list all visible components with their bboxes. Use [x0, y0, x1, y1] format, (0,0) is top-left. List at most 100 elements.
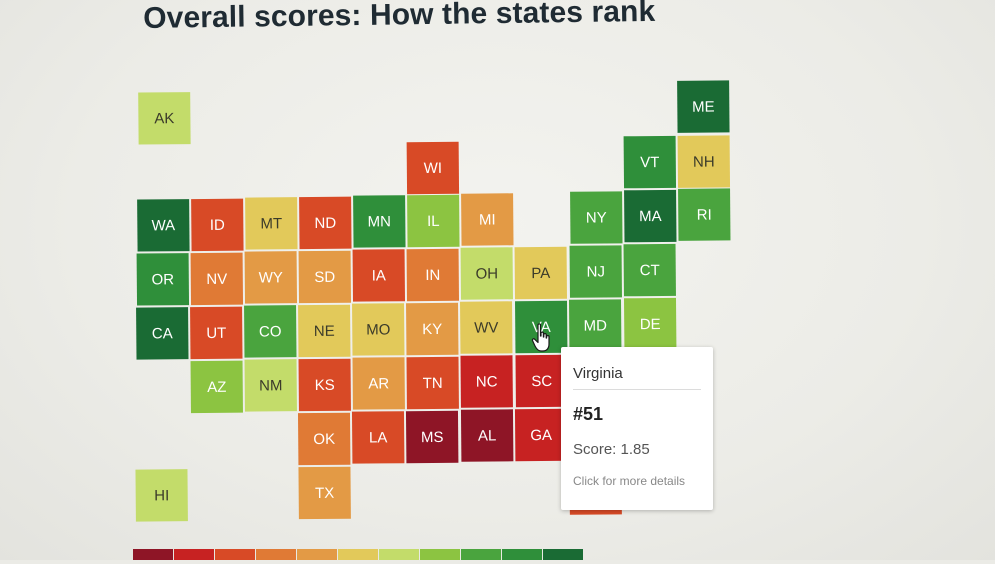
state-tile-tx[interactable]: TX: [298, 466, 351, 520]
state-tile-nh[interactable]: NH: [677, 135, 731, 188]
state-tile-label: OH: [475, 264, 499, 283]
state-tile-label: NJ: [586, 262, 606, 281]
state-tile-label: ID: [209, 216, 225, 234]
state-tile-label: NC: [475, 372, 498, 391]
state-tile-label: AK: [154, 109, 175, 127]
legend-swatch: [420, 549, 460, 560]
state-tile-ut[interactable]: UT: [190, 306, 243, 360]
state-tile-label: RI: [696, 206, 712, 224]
state-tile-label: NE: [313, 322, 335, 340]
state-tile-label: MN: [367, 212, 392, 231]
state-tile-label: WA: [151, 216, 176, 234]
state-tile-label: ND: [314, 214, 337, 232]
state-tile-wy[interactable]: WY: [244, 251, 298, 304]
state-tile-co[interactable]: CO: [244, 305, 297, 358]
state-tile-label: TX: [315, 484, 335, 502]
state-tile-nd[interactable]: ND: [299, 196, 352, 250]
color-scale-legend: [133, 549, 584, 560]
state-tile-label: AZ: [207, 378, 227, 396]
state-tile-ca[interactable]: CA: [136, 307, 189, 360]
legend-swatch: [215, 549, 255, 560]
state-tile-nj[interactable]: NJ: [569, 245, 622, 298]
state-tile-mi[interactable]: MI: [461, 193, 514, 246]
legend-swatch: [379, 549, 419, 560]
tooltip-rank: #51: [573, 404, 604, 424]
state-tile-sd[interactable]: SD: [298, 250, 352, 304]
state-tile-nv[interactable]: NV: [190, 252, 244, 306]
state-tile-label: SC: [531, 372, 553, 390]
tooltip-details-link[interactable]: Click for more details: [573, 474, 686, 488]
legend-swatch: [461, 549, 501, 560]
state-tile-label: NM: [258, 376, 283, 394]
state-tile-in[interactable]: IN: [406, 248, 460, 302]
state-tile-oh[interactable]: OH: [460, 247, 513, 300]
state-tile-mn[interactable]: MN: [353, 195, 406, 248]
state-tile-ar[interactable]: AR: [352, 357, 405, 410]
state-tile-label: MA: [638, 207, 662, 225]
state-tile-label: UT: [206, 324, 227, 342]
state-tile-label: NY: [585, 208, 607, 227]
state-tile-label: ME: [691, 98, 715, 116]
state-tile-la[interactable]: LA: [351, 411, 405, 464]
state-tile-label: WI: [423, 159, 443, 177]
state-tile-hi[interactable]: HI: [135, 469, 188, 522]
state-tile-label: MD: [583, 316, 607, 335]
state-tile-wa[interactable]: WA: [137, 199, 190, 252]
state-tile-label: WV: [474, 318, 499, 337]
state-tile-or[interactable]: OR: [136, 253, 190, 306]
state-tile-vt[interactable]: VT: [623, 135, 677, 189]
state-tile-label: NH: [692, 153, 715, 171]
state-tile-ma[interactable]: MA: [624, 189, 677, 243]
state-tile-de[interactable]: DE: [623, 297, 677, 351]
state-tile-az[interactable]: AZ: [190, 360, 243, 414]
state-tile-me[interactable]: ME: [677, 80, 730, 133]
state-tile-mo[interactable]: MO: [352, 303, 405, 356]
state-tile-ia[interactable]: IA: [352, 249, 406, 302]
state-tile-md[interactable]: MD: [569, 299, 622, 352]
state-tile-label: SD: [314, 268, 336, 286]
state-tile-label: CT: [639, 261, 660, 279]
state-tile-label: LA: [368, 428, 388, 447]
legend-swatch: [133, 549, 173, 560]
state-tile-id[interactable]: ID: [191, 198, 244, 252]
state-tooltip[interactable]: Virginia #51 Score: 1.85 Click for more …: [561, 347, 713, 510]
state-tile-label: MO: [366, 320, 391, 339]
state-tile-tn[interactable]: TN: [406, 356, 459, 410]
state-tile-label: MS: [420, 428, 444, 446]
state-tile-label: PA: [531, 264, 551, 282]
legend-swatch: [174, 549, 214, 560]
state-tile-ms[interactable]: MS: [405, 410, 459, 464]
state-tile-ak[interactable]: AK: [138, 92, 191, 145]
state-tile-mt[interactable]: MT: [245, 197, 298, 250]
state-tile-ok[interactable]: OK: [297, 412, 351, 466]
state-tile-nc[interactable]: NC: [460, 355, 513, 408]
state-tile-label: KS: [314, 376, 335, 394]
state-tile-label: DE: [639, 315, 661, 333]
state-tile-wi[interactable]: WI: [406, 141, 460, 195]
state-tile-ct[interactable]: CT: [623, 243, 676, 297]
state-tile-ks[interactable]: KS: [298, 358, 351, 412]
state-tile-wv[interactable]: WV: [460, 301, 513, 354]
legend-swatch: [502, 549, 542, 560]
state-tile-al[interactable]: AL: [460, 409, 514, 462]
state-tile-ne[interactable]: NE: [298, 304, 351, 358]
legend-swatch: [543, 549, 583, 560]
state-tile-label: CA: [151, 324, 173, 342]
legend-swatch: [256, 549, 296, 560]
state-tile-label: KY: [422, 320, 443, 338]
state-tile-ky[interactable]: KY: [406, 302, 459, 356]
state-tile-nm[interactable]: NM: [244, 359, 297, 412]
state-tile-label: MT: [260, 214, 283, 232]
state-tile-pa[interactable]: PA: [514, 246, 567, 300]
state-tile-label: GA: [530, 426, 553, 444]
state-tile-ny[interactable]: NY: [570, 191, 623, 244]
state-tile-ri[interactable]: RI: [678, 188, 731, 241]
state-tile-label: CO: [258, 322, 282, 340]
state-tile-il[interactable]: IL: [407, 194, 460, 248]
legend-swatch: [338, 549, 378, 560]
state-tile-label: MI: [478, 210, 496, 229]
state-tile-ga[interactable]: GA: [514, 408, 568, 462]
tooltip-state-name: Virginia: [573, 365, 701, 390]
